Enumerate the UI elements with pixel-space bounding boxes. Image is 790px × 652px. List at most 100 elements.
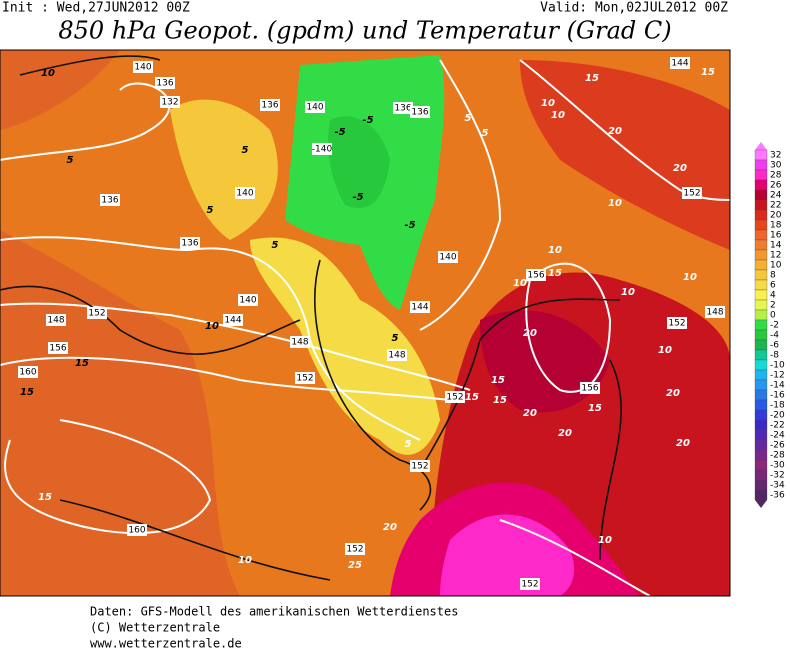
temp-field <box>328 116 390 208</box>
colorbar-swatch <box>754 299 768 311</box>
geopot-label: 140 <box>306 103 323 113</box>
map-title: 850 hPa Geopot. (gpdm) und Temperatur (G… <box>58 17 671 45</box>
temp-label: 10 <box>541 98 555 109</box>
label-box <box>393 102 413 114</box>
geopot-label: 140 <box>439 253 456 263</box>
colorbar-label: 30 <box>770 161 782 171</box>
colorbar-label: -4 <box>770 331 779 341</box>
colorbar-label: 32 <box>770 151 781 161</box>
label-box <box>387 349 407 361</box>
temp-label: 10 <box>548 245 562 256</box>
colorbar-swatch <box>754 409 768 421</box>
colorbar-swatch <box>754 369 768 381</box>
colorbar-swatch <box>754 419 768 431</box>
temp-label: 15 <box>38 492 52 503</box>
footer-line: Daten: GFS-Modell des amerikanischen Wet… <box>90 605 458 619</box>
temp-label: 10 <box>598 535 612 546</box>
temp-label: -5 <box>362 115 373 126</box>
colorbar-label: 10 <box>770 261 782 271</box>
colorbar-label: -34 <box>770 481 785 491</box>
colorbar-label: 26 <box>770 181 782 191</box>
geopot-label: 148 <box>706 308 723 318</box>
geopot-label: 136 <box>181 239 198 249</box>
colorbar-swatch <box>754 389 768 401</box>
colorbar-swatch <box>754 429 768 441</box>
geopot-label: 132 <box>161 98 178 108</box>
temp-label: 15 <box>75 358 89 369</box>
label-box <box>235 187 255 199</box>
temp-label: 5 <box>67 155 74 166</box>
colorbar-swatch <box>754 179 768 191</box>
init-time: Init : Wed,27JUN2012 00Z <box>2 1 190 16</box>
label-box <box>46 314 66 326</box>
geopot-label: 152 <box>668 319 685 329</box>
temp-label: 5 <box>207 205 214 216</box>
temp-contour <box>599 359 622 561</box>
colorbar-swatch <box>754 259 768 271</box>
valid-time: Valid: Mon,02JUL2012 00Z <box>540 1 728 16</box>
geopot-contour <box>519 59 730 201</box>
temp-label: 15 <box>493 395 507 406</box>
temp-contour <box>314 259 432 511</box>
geopot-label: 152 <box>411 462 428 472</box>
colorbar-swatch <box>754 149 768 161</box>
temp-field <box>0 50 120 130</box>
geopot-label: 156 <box>49 344 66 354</box>
label-box <box>445 391 465 403</box>
label-box <box>410 106 430 118</box>
geopot-label: 156 <box>527 271 544 281</box>
colorbar-end <box>755 142 767 150</box>
temp-label: 10 <box>238 555 252 566</box>
colorbar-label: -2 <box>770 321 779 331</box>
colorbar-swatch <box>754 489 768 501</box>
colorbar-label: 16 <box>770 231 782 241</box>
geopot-label: 160 <box>128 526 145 536</box>
temp-label: 5 <box>272 240 279 251</box>
colorbar-label: -28 <box>770 451 785 461</box>
colorbar-swatch <box>754 249 768 261</box>
colorbar-swatch <box>754 319 768 331</box>
colorbar-swatch <box>754 459 768 471</box>
colorbar-label: -20 <box>770 411 785 421</box>
geopot-contour <box>499 519 651 596</box>
colorbar-label: 6 <box>770 281 776 291</box>
colorbar-swatch <box>754 219 768 231</box>
temp-label: 15 <box>20 387 34 398</box>
geopot-label: 144 <box>671 59 688 69</box>
label-box <box>682 187 702 199</box>
temp-label: 5 <box>392 333 399 344</box>
geopot-label: 152 <box>296 374 313 384</box>
geopot-label: 140 <box>236 189 253 199</box>
colorbar-label: 8 <box>770 271 776 281</box>
colorbar-label: -26 <box>770 441 785 451</box>
colorbar-label: -14 <box>770 381 785 391</box>
temp-label: 10 <box>41 68 55 79</box>
temp-label: 10 <box>621 287 635 298</box>
temp-label: 15 <box>548 268 562 279</box>
colorbar-swatch <box>754 379 768 391</box>
colorbar-swatch <box>754 159 768 171</box>
geopot-label: 152 <box>521 580 538 590</box>
temp-label: 10 <box>205 321 219 332</box>
label-box <box>520 578 540 590</box>
colorbar-swatch <box>754 399 768 411</box>
temp-label: 25 <box>348 560 362 571</box>
temp-label: 15 <box>585 73 599 84</box>
geopot-contour <box>0 236 421 441</box>
label-box <box>410 301 430 313</box>
temp-field <box>440 514 575 596</box>
geopot-label: 148 <box>291 338 308 348</box>
geopot-label: 144 <box>224 316 241 326</box>
geopot-label: 136 <box>411 108 428 118</box>
colorbar-swatch <box>754 339 768 351</box>
label-box <box>160 96 180 108</box>
label-box <box>526 269 546 281</box>
temp-label: 10 <box>513 278 527 289</box>
geopot-label: 140 <box>239 296 256 306</box>
label-box <box>438 251 458 263</box>
temp-label: 20 <box>558 428 572 439</box>
label-box <box>410 460 430 472</box>
colorbar-label: -10 <box>770 361 785 371</box>
colorbar-label: 0 <box>770 311 776 321</box>
